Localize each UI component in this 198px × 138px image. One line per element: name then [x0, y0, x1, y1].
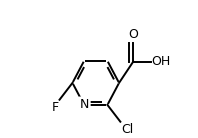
Text: N: N [79, 98, 89, 111]
Text: Cl: Cl [121, 123, 133, 136]
Text: F: F [52, 101, 59, 114]
Text: OH: OH [151, 55, 171, 68]
Text: O: O [128, 28, 138, 41]
